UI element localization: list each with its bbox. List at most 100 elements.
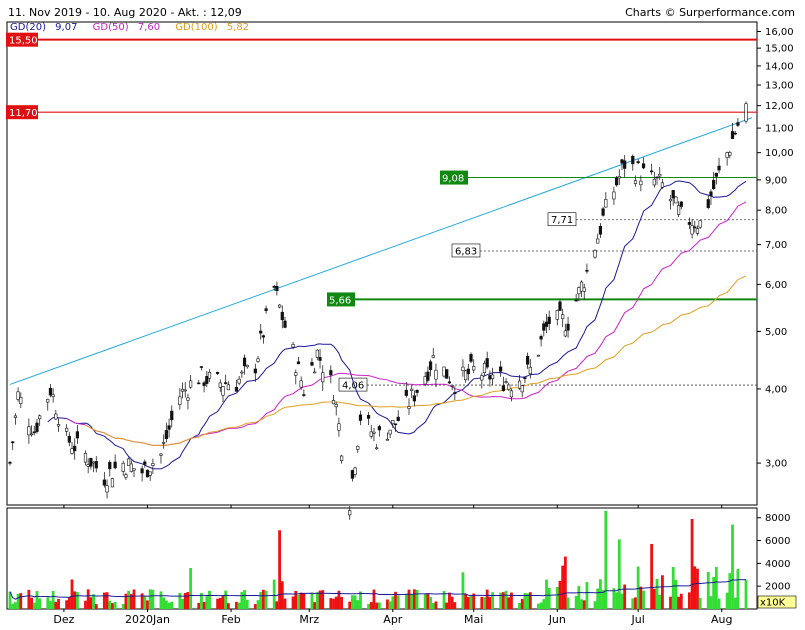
volume-bar <box>728 573 732 609</box>
candle <box>717 157 721 174</box>
volume-bar <box>617 539 621 609</box>
volume-bar <box>523 592 527 609</box>
candle <box>302 389 306 397</box>
y-tick-label: 7,00 <box>765 240 787 251</box>
candle <box>698 220 702 230</box>
candle <box>299 376 303 390</box>
candle <box>396 410 400 422</box>
volume-bar <box>687 592 691 609</box>
candle <box>245 364 249 369</box>
candle <box>706 195 710 210</box>
candle <box>445 369 449 379</box>
candle <box>261 334 266 344</box>
volume-bar <box>294 590 298 609</box>
volume-bar <box>574 595 578 609</box>
candle <box>585 263 589 274</box>
candle <box>215 371 220 376</box>
volume-bar <box>445 602 449 609</box>
dotted-level-label: 4,06 <box>342 381 364 392</box>
candle <box>140 465 144 482</box>
volume-bar <box>369 602 373 609</box>
candle <box>690 218 694 239</box>
volume-bar <box>585 582 589 609</box>
volume-bar <box>221 595 225 609</box>
candle <box>544 313 549 334</box>
candle <box>469 352 473 363</box>
candle <box>32 425 36 436</box>
chart-credit[interactable]: Charts © Surperformance.com <box>625 6 795 19</box>
candle <box>67 432 71 447</box>
volume-bar <box>501 592 505 609</box>
candle <box>601 206 605 217</box>
candle <box>202 380 206 393</box>
volume-bar <box>671 566 675 609</box>
volume-bar <box>35 591 39 609</box>
x-tick-label: Jul <box>631 613 645 626</box>
volume-bar <box>291 596 295 609</box>
candle <box>197 380 201 385</box>
volume-bar <box>712 576 716 609</box>
x-tick-label: 2020Jan <box>125 613 170 626</box>
candle <box>660 178 665 189</box>
candle <box>517 374 522 390</box>
volume-bar <box>356 600 360 609</box>
volume-bar <box>386 599 389 609</box>
candle <box>539 334 543 347</box>
volume-bar <box>105 592 109 609</box>
volume-bar <box>218 597 222 609</box>
dotted-level-box <box>451 243 481 258</box>
volume-bar <box>679 593 683 609</box>
volume-bar <box>693 566 697 609</box>
volume-bar <box>661 575 664 609</box>
volume-bar <box>283 598 287 609</box>
volume-bar <box>558 580 562 609</box>
support-label-box <box>440 170 468 185</box>
y-tick-label: 8,00 <box>765 206 787 217</box>
candle <box>296 356 301 365</box>
volume-bar <box>372 589 376 609</box>
support-label: 9,08 <box>442 174 464 185</box>
volume-bar <box>92 594 95 609</box>
candle <box>75 424 79 444</box>
candle <box>35 418 39 434</box>
candle <box>466 363 470 381</box>
volume-bar <box>278 530 281 609</box>
candle <box>162 434 166 449</box>
volume-bar <box>669 596 672 609</box>
candle <box>526 352 530 369</box>
candle <box>29 425 34 437</box>
volume-bar <box>299 592 303 609</box>
volume-bar <box>313 602 317 609</box>
volume-bar <box>510 592 513 609</box>
candle <box>121 460 125 476</box>
volume-bar <box>202 601 206 609</box>
candle <box>415 389 419 397</box>
candle <box>366 412 371 426</box>
candle <box>464 369 468 383</box>
volume-bar <box>596 588 600 609</box>
candle <box>472 359 476 374</box>
y-tick-label: 10,00 <box>765 148 794 159</box>
y-tick-label: 6,00 <box>765 280 787 291</box>
volume-bar <box>423 593 427 609</box>
volume-bar <box>186 592 190 609</box>
candle <box>170 405 174 428</box>
volume-bar <box>302 593 306 609</box>
volume-bar <box>491 592 494 609</box>
candle <box>334 401 338 416</box>
x-tick-label: Jun <box>548 613 566 626</box>
volume-bar <box>655 578 659 609</box>
volume-bars <box>8 510 748 609</box>
volume-bar <box>127 590 131 609</box>
candle <box>499 360 503 377</box>
volume-bar <box>124 593 128 609</box>
candle <box>633 175 638 187</box>
volume-bar <box>208 590 211 609</box>
volume-bar <box>129 594 133 609</box>
volume-bar <box>733 597 737 609</box>
volume-bar <box>253 604 257 609</box>
volume-bar <box>520 598 524 609</box>
candle <box>504 378 508 384</box>
candle <box>83 450 88 466</box>
volume-bar <box>181 598 184 609</box>
